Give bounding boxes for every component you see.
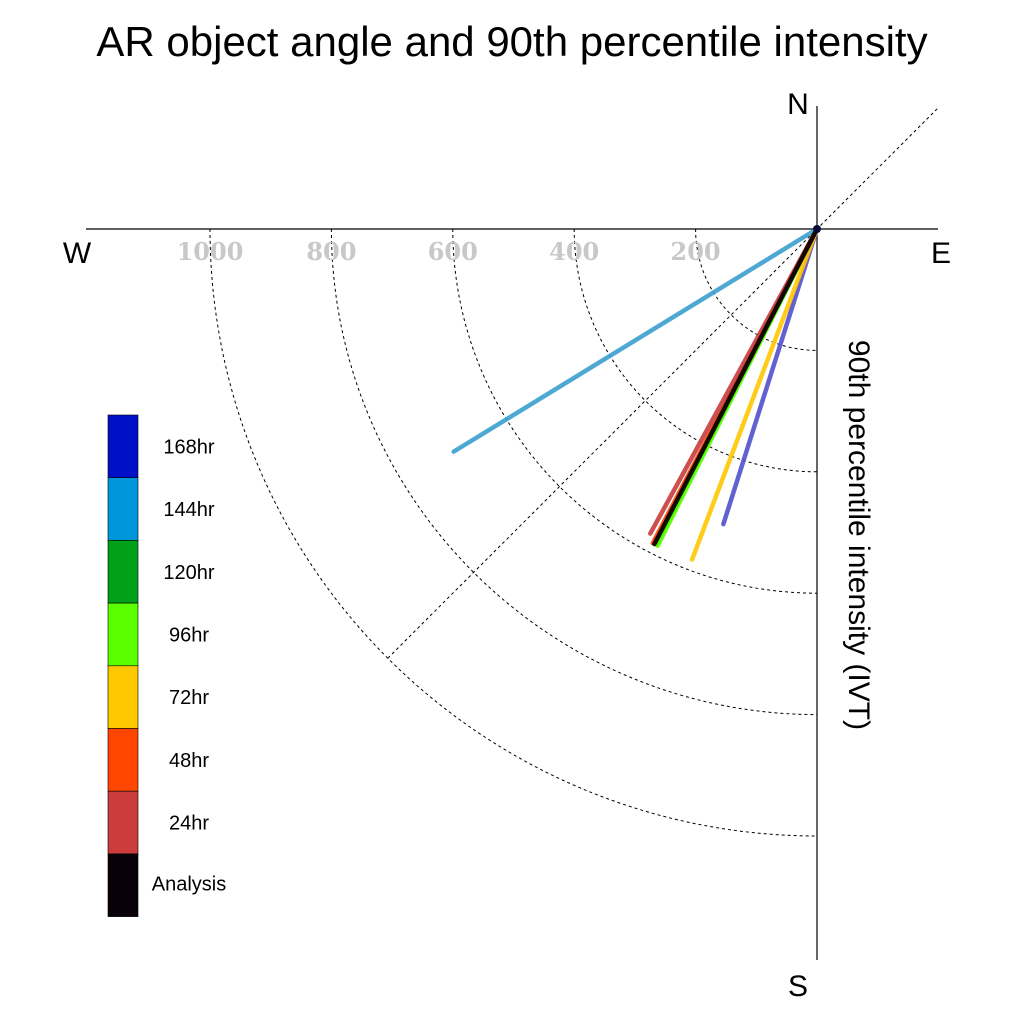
- tick-label-200: 200: [671, 237, 721, 266]
- vector-72hr: [689, 226, 820, 562]
- series-vectors: [451, 225, 821, 562]
- chart-title: AR object angle and 90th percentile inte…: [96, 18, 927, 65]
- east-label: E: [931, 237, 951, 270]
- origin-point: [813, 225, 821, 233]
- west-label: W: [63, 237, 92, 270]
- legend-swatch-120hr: [107, 540, 139, 604]
- south-label: S: [788, 970, 808, 1003]
- legend-label-144hr: 144hr: [163, 499, 214, 521]
- grid-circle-600: [452, 228, 818, 594]
- legend-label-120hr: 120hr: [163, 562, 214, 584]
- legend: 168hr 144hr 120hr 96hr 72hr 48hr 24hr Analysis: [107, 414, 226, 917]
- north-label: N: [787, 88, 809, 121]
- legend-swatch-24hr: [107, 790, 139, 855]
- legend-label-48hr: 48hr: [169, 750, 209, 772]
- grid-circle-800: [330, 228, 818, 716]
- grid-circle-400: [573, 228, 818, 473]
- legend-label-24hr: 24hr: [169, 813, 209, 835]
- grid: [209, 107, 939, 837]
- radial-tick-labels: 200 400 600 800 1000: [177, 237, 721, 266]
- legend-label-analysis: Analysis: [152, 873, 226, 895]
- tick-label-800: 800: [306, 237, 356, 266]
- legend-label-72hr: 72hr: [169, 687, 209, 709]
- legend-label-96hr: 96hr: [169, 624, 209, 646]
- legend-swatch-144hr: [107, 477, 139, 541]
- vector-168hr: [721, 226, 820, 527]
- legend-swatch-168hr: [107, 414, 139, 479]
- grid-diagonal: [387, 107, 939, 659]
- grid-circle-200: [695, 228, 818, 351]
- vector-144hr: [451, 226, 820, 454]
- tick-label-400: 400: [549, 237, 599, 266]
- legend-swatch-96hr: [107, 602, 139, 667]
- legend-label-168hr: 168hr: [163, 436, 214, 458]
- legend-swatch-48hr: [107, 728, 139, 792]
- legend-swatch-analysis: [107, 853, 139, 917]
- y-axis-label: 90th percentile intensity (IVT): [842, 340, 875, 730]
- tick-label-600: 600: [428, 237, 478, 266]
- vector-analysis: [652, 226, 820, 547]
- grid-circle-1000: [209, 228, 818, 837]
- tick-label-1000: 1000: [177, 237, 244, 266]
- legend-swatch-72hr: [107, 665, 139, 729]
